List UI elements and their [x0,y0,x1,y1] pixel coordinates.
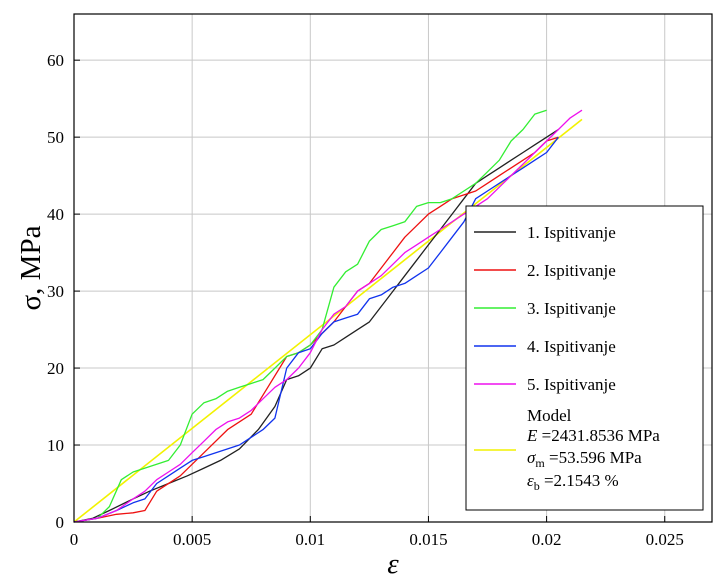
legend: 1. Ispitivanje 2. Ispitivanje 3. Ispitivan… [465,205,704,511]
y-tick-label: 0 [56,513,65,532]
y-tick-label: 10 [47,436,64,455]
y-tick-label: 20 [47,359,64,378]
series-line-6 [73,118,583,523]
series-line-1 [73,128,559,523]
x-tick-label: 0.025 [646,530,684,549]
x-tick-label: 0.015 [409,530,447,549]
series-line-3 [73,109,547,523]
x-tick-label: 0.01 [295,530,325,549]
x-axis-label: ε [387,548,399,575]
x-tick-label: 0.005 [173,530,211,549]
legend-label-3: 3. Ispitivanje [527,299,616,318]
legend-label-2: 2. Ispitivanje [527,261,616,280]
legend-box [465,205,704,511]
y-axis-label: σ, MPa [15,225,47,310]
y-tick-label: 60 [47,51,64,70]
y-tick-label: 30 [47,282,64,301]
legend-label-1: 1. Ispitivanje [527,223,616,242]
legend-model-modulus: E =2431.8536 MPa [526,426,660,445]
legend-model-elongation: εb =2.1543 % [527,471,619,493]
legend-label-5: 5. Ispitivanje [527,375,616,394]
x-tick-label: 0 [70,530,79,549]
x-tick-label: 0.02 [532,530,562,549]
legend-model-title: Model [527,406,572,425]
series-lines [73,109,583,523]
y-tick-label: 50 [47,128,64,147]
axis-ticks [73,59,666,523]
legend-label-4: 4. Ispitivanje [527,337,616,356]
legend-model-strength: σm =53.596 MPa [527,448,642,470]
series-line-5 [73,109,583,523]
y-tick-label: 40 [47,205,64,224]
tick-labels: 0 0.005 0.01 0.015 0.02 0.025 0 10 20 30 40 50 60 [47,51,684,549]
series-line-4 [73,136,559,523]
plot-frame [73,13,713,523]
